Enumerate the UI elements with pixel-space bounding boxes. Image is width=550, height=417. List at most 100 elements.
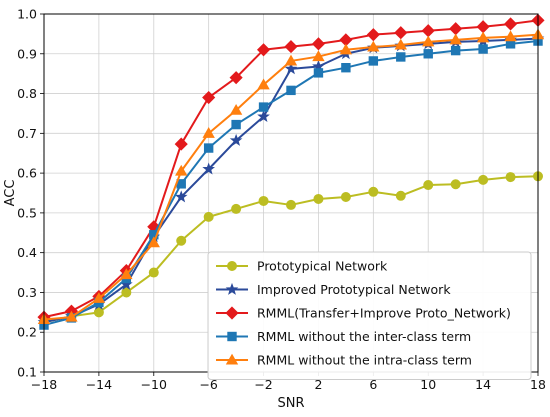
y-tick-label: 0.6 (17, 166, 37, 181)
data-point (313, 193, 324, 204)
y-tick-label: 0.9 (17, 46, 37, 61)
legend-item: Improved Prototypical Network (216, 282, 451, 297)
data-point (450, 179, 461, 190)
data-point (311, 37, 326, 51)
x-tick-label: −6 (199, 377, 217, 392)
data-point (256, 43, 271, 57)
data-point (93, 307, 104, 318)
y-tick-label: 0.8 (17, 86, 37, 101)
data-point (368, 186, 379, 197)
data-point (284, 54, 298, 66)
x-axis-label: SNR (277, 396, 304, 411)
legend-marker (225, 306, 239, 320)
legend-label: RMML without the inter-class term (257, 329, 471, 344)
data-point (368, 56, 379, 66)
data-point (366, 28, 380, 42)
data-point (258, 195, 269, 206)
data-point (203, 211, 214, 222)
data-point (394, 38, 407, 50)
legend-marker (225, 353, 239, 365)
y-tick-label: 0.4 (17, 245, 37, 260)
x-tick-label: −18 (31, 377, 57, 392)
data-point (286, 85, 296, 96)
data-point (148, 267, 159, 278)
legend: Prototypical Network Improved Prototypica… (207, 251, 532, 380)
x-tick-label: 6 (369, 377, 377, 392)
data-point (478, 44, 488, 54)
data-point (174, 137, 188, 151)
x-tick-label: −2 (254, 377, 272, 392)
y-tick-label: 0.3 (17, 285, 37, 300)
legend-marker (227, 331, 237, 342)
data-point (449, 22, 463, 36)
data-point (203, 143, 214, 153)
data-point (257, 109, 270, 123)
data-point (120, 268, 133, 280)
data-point (504, 30, 517, 42)
x-tick-label: 2 (314, 377, 322, 392)
data-point (421, 24, 435, 38)
series-5 (37, 28, 545, 325)
legend-label: RMML(Transfer+Improve Proto_Network) (257, 306, 511, 321)
data-point (258, 102, 269, 112)
data-point (231, 119, 241, 130)
data-point (202, 162, 215, 175)
data-point (503, 17, 518, 31)
x-tick-label: 18 (530, 377, 546, 392)
data-point (476, 31, 490, 43)
data-point (423, 180, 434, 191)
data-point (394, 26, 408, 40)
data-point (449, 33, 462, 45)
data-point (121, 287, 132, 298)
data-point (395, 190, 406, 201)
legend-marker (225, 282, 239, 295)
data-point (202, 127, 215, 138)
x-axis-ticks: −18 −14 −10 −6 −2 2 6 10 14 18 (31, 372, 546, 392)
legend-marker (226, 260, 237, 271)
data-point (65, 310, 78, 322)
legend-item: Prototypical Network (216, 259, 388, 274)
y-tick-label: 0.2 (17, 325, 37, 340)
data-point (396, 52, 406, 62)
data-point (312, 50, 325, 62)
y-tick-label: 0.1 (17, 365, 37, 380)
data-point (422, 35, 435, 47)
x-tick-label: 14 (475, 377, 491, 392)
legend-item: RMML without the inter-class term (216, 329, 471, 344)
series-layer (37, 13, 545, 330)
legend-label: Improved Prototypical Network (257, 282, 451, 297)
data-point (92, 292, 106, 303)
x-tick-label: −10 (141, 377, 167, 392)
data-point (340, 191, 351, 202)
y-axis-ticks: 0.1 0.2 0.3 0.4 0.5 0.6 0.7 0.8 0.9 1.0 (17, 7, 44, 380)
y-tick-label: 0.5 (17, 205, 37, 220)
data-point (341, 63, 351, 73)
data-point (505, 172, 516, 183)
legend-box (207, 251, 532, 380)
data-point (284, 40, 298, 54)
legend-label: RMML without the intra-class term (257, 353, 472, 368)
legend-item: RMML without the intra-class term (216, 353, 472, 368)
data-point (175, 164, 188, 176)
data-point (423, 49, 433, 59)
x-tick-label: −14 (86, 377, 112, 392)
data-point (450, 45, 461, 56)
data-point (174, 190, 188, 203)
y-tick-label: 1.0 (17, 7, 37, 22)
data-point (257, 78, 270, 90)
data-point (285, 199, 296, 210)
legend-item: RMML(Transfer+Improve Proto_Network) (216, 306, 511, 321)
data-point (313, 68, 324, 78)
data-point (176, 235, 187, 246)
data-point (229, 103, 243, 115)
data-point (339, 43, 353, 55)
data-point (284, 62, 298, 75)
data-point (478, 174, 489, 185)
data-point (147, 236, 160, 248)
data-point (367, 40, 380, 52)
data-point (202, 90, 216, 105)
data-point (229, 133, 243, 146)
data-point (476, 20, 490, 34)
data-point (229, 71, 243, 85)
